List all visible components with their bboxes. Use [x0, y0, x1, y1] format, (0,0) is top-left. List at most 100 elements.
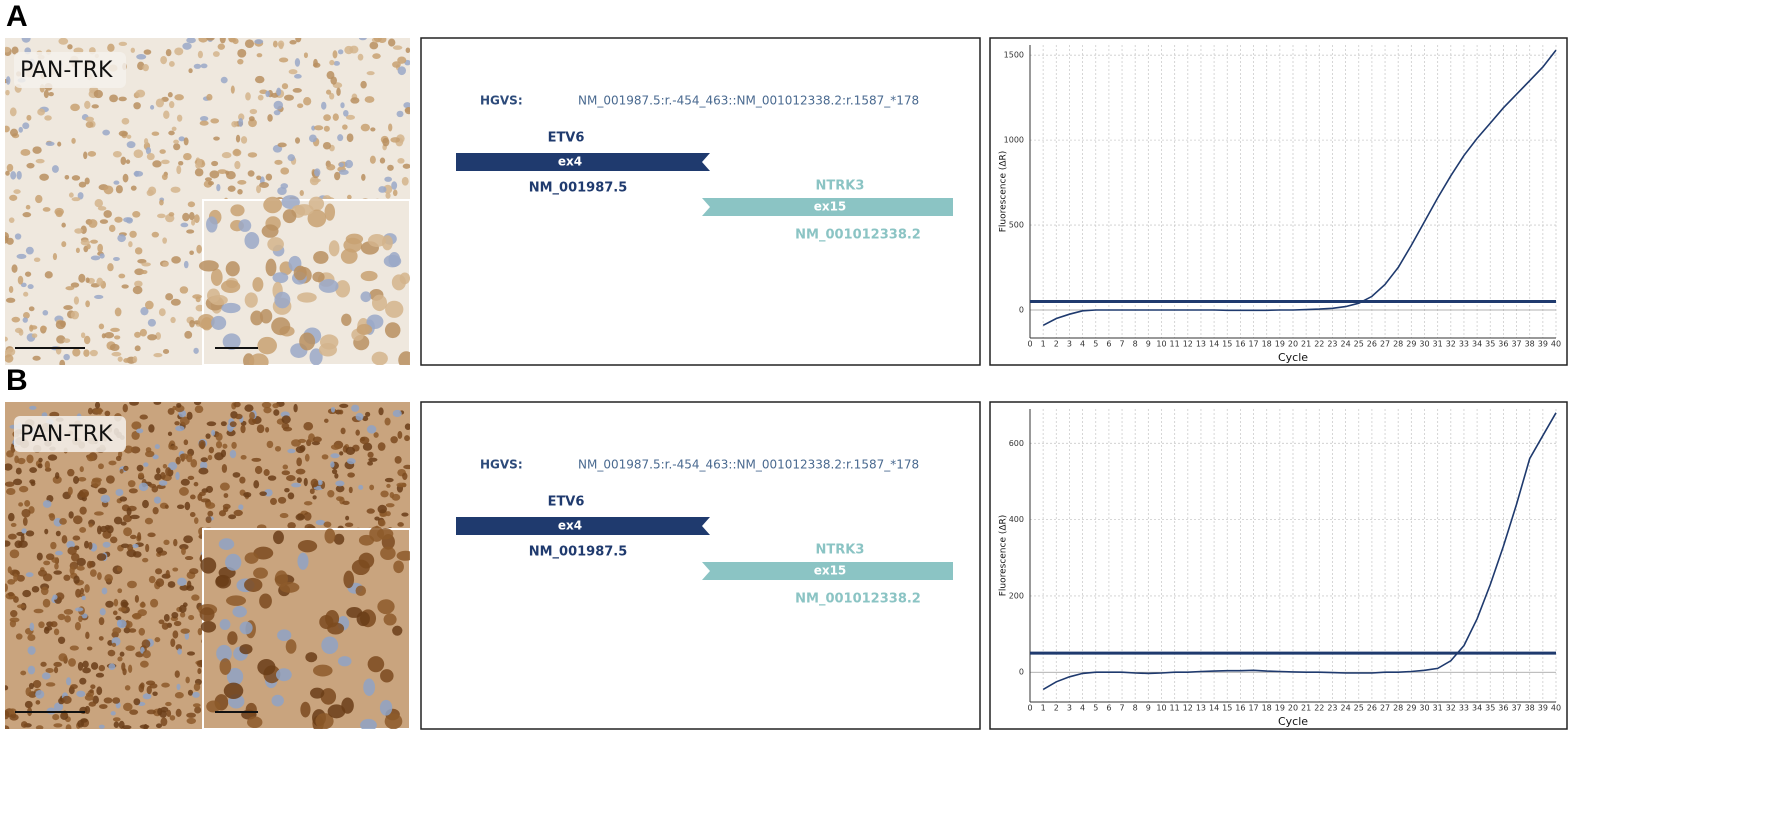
nucleus	[104, 332, 115, 339]
nucleus	[323, 125, 330, 132]
nucleus	[187, 689, 194, 696]
inset-nucleus	[225, 553, 242, 571]
nucleus	[166, 709, 172, 718]
nucleus	[82, 660, 89, 668]
nucleus	[173, 538, 178, 547]
nucleus	[154, 473, 162, 481]
nucleus	[107, 43, 115, 52]
nucleus	[125, 217, 133, 224]
nucleus	[274, 159, 283, 165]
nucleus	[163, 110, 170, 119]
nucleus	[110, 327, 120, 332]
nucleus	[188, 212, 195, 221]
nucleus	[180, 628, 190, 634]
nucleus	[209, 170, 220, 179]
nucleus	[192, 703, 201, 708]
x-tick-label: 30	[1419, 340, 1429, 349]
nucleus	[22, 212, 32, 218]
nucleus	[287, 448, 296, 454]
gene5-arrow	[456, 517, 710, 535]
ihc-image	[5, 402, 410, 729]
nucleus	[45, 141, 55, 147]
nucleus	[5, 725, 10, 729]
nucleus	[25, 687, 32, 697]
nucleus	[174, 670, 180, 678]
nucleus	[37, 108, 45, 116]
nucleus	[183, 260, 189, 269]
nucleus	[137, 532, 142, 541]
y-axis-label: Fluorescence (ΔR)	[999, 151, 1009, 233]
nucleus	[42, 598, 51, 608]
x-tick-label: 16	[1235, 340, 1245, 349]
nucleus	[360, 80, 367, 89]
nucleus	[38, 621, 45, 629]
nucleus	[265, 426, 270, 433]
nucleus	[147, 318, 156, 327]
nucleus	[157, 213, 166, 219]
nucleus	[106, 525, 114, 534]
nucleus	[61, 222, 66, 228]
nucleus	[29, 622, 35, 632]
nucleus	[143, 462, 149, 467]
nucleus	[99, 219, 109, 224]
nucleus	[162, 349, 170, 354]
inset-nucleus	[337, 656, 352, 667]
nucleus	[167, 431, 173, 437]
x-tick-label: 0	[1027, 704, 1032, 713]
nucleus	[63, 305, 73, 310]
nucleus	[378, 407, 384, 416]
gene3-arrow	[702, 198, 953, 216]
nucleus	[10, 522, 17, 527]
nucleus	[165, 701, 172, 707]
x-tick-label: 31	[1433, 340, 1443, 349]
nucleus	[220, 76, 228, 84]
inset-nucleus	[263, 196, 282, 214]
nucleus	[7, 566, 12, 574]
nucleus	[158, 308, 166, 317]
nucleus	[190, 494, 196, 500]
inset-nucleus	[239, 644, 253, 655]
x-tick-label: 4	[1080, 704, 1085, 713]
nucleus	[52, 475, 62, 484]
inset-nucleus	[300, 701, 311, 718]
nucleus	[295, 468, 306, 475]
nucleus	[178, 136, 185, 142]
nucleus	[208, 446, 215, 454]
nucleus	[384, 176, 392, 182]
nucleus	[71, 175, 81, 181]
nucleus	[123, 527, 133, 537]
nucleus	[85, 121, 94, 129]
nucleus	[186, 585, 195, 591]
nucleus	[91, 478, 101, 488]
nucleus	[5, 76, 11, 85]
nucleus	[141, 269, 148, 275]
inset-nucleus	[221, 302, 241, 314]
nucleus	[200, 63, 208, 69]
nucleus	[390, 436, 398, 444]
nucleus	[69, 566, 75, 575]
nucleus	[219, 38, 226, 44]
nucleus	[14, 455, 19, 464]
x-tick-label: 8	[1133, 704, 1138, 713]
nucleus	[20, 721, 28, 728]
x-tick-label: 29	[1406, 704, 1416, 713]
nucleus	[345, 515, 350, 521]
inset-nucleus	[360, 291, 372, 303]
y-tick-label: 1000	[1004, 136, 1024, 145]
nucleus	[155, 578, 165, 587]
nucleus	[40, 586, 49, 596]
nucleus	[177, 577, 187, 586]
nucleus	[98, 724, 105, 729]
x-tick-label: 1	[1041, 340, 1046, 349]
nucleus	[22, 122, 30, 130]
nucleus	[84, 540, 90, 549]
nucleus	[195, 296, 201, 303]
nucleus	[133, 170, 144, 177]
gene3-name: NTRK3	[816, 543, 865, 558]
nucleus	[223, 493, 229, 499]
gene3-arrow	[702, 562, 953, 580]
nucleus	[169, 101, 175, 109]
nucleus	[150, 105, 155, 110]
nucleus	[71, 197, 81, 202]
inset-nucleus	[252, 277, 264, 292]
